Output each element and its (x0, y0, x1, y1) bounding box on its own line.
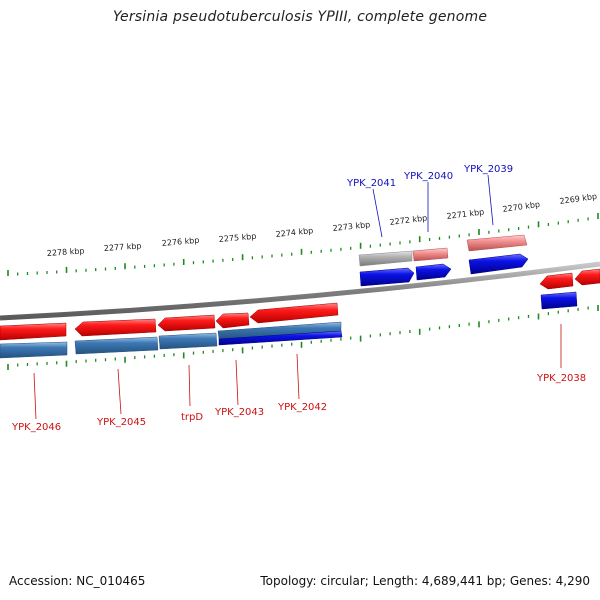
gene-ypk2038-blue[interactable] (540, 291, 578, 310)
gene-ypk2041-grey[interactable] (358, 250, 413, 267)
scale-label-2273: 2273 kbp (332, 220, 370, 233)
gene-ypk2042-red[interactable] (249, 302, 339, 324)
map-title: Yersinia pseudotuberculosis YPIII, compl… (112, 9, 488, 25)
gene-ypk2041-blue[interactable] (359, 267, 415, 287)
scale-labels: 2278 kbp 2277 kbp 2276 kbp 2275 kbp 2274… (47, 192, 598, 258)
accession-text: Accession: NC_010465 (9, 574, 146, 588)
lower-genes (0, 268, 600, 359)
scale-label-2270: 2270 kbp (502, 200, 541, 214)
leader-ypk2039 (487, 174, 494, 226)
scale-label-2272: 2272 kbp (389, 213, 428, 227)
gene-ypk2046-red[interactable] (0, 322, 67, 341)
scale-label-2278: 2278 kbp (47, 246, 85, 258)
label-ypk2040[interactable]: YPK_2040 (403, 171, 453, 182)
gene-ypk2038-red-b[interactable] (574, 268, 600, 286)
bottom-gene-labels: YPK_2046 YPK_2045 trpD YPK_2043 YPK_2042… (11, 324, 586, 433)
cds-ypk2045-steel[interactable] (74, 336, 159, 355)
genome-backbone (0, 261, 600, 321)
label-ypk2042[interactable]: YPK_2042 (277, 402, 327, 413)
top-gene-labels: YPK_2041 YPK_2040 YPK_2039 (346, 164, 513, 238)
scale-label-2277: 2277 kbp (104, 241, 142, 253)
leader-ypk2046 (33, 372, 37, 420)
label-ypk2041[interactable]: YPK_2041 (346, 178, 396, 189)
genome-summary-text: Topology: circular; Length: 4,689,441 bp… (260, 574, 590, 588)
label-ypk2038[interactable]: YPK_2038 (536, 373, 586, 384)
upper-scale-ticks (7, 213, 599, 276)
label-ypk2046[interactable]: YPK_2046 (11, 422, 61, 433)
gene-ypk2039-blue[interactable] (468, 253, 529, 275)
gene-ypk2045-red[interactable] (74, 318, 157, 337)
scale-label-2275: 2275 kbp (218, 232, 256, 244)
label-ypk2039[interactable]: YPK_2039 (463, 164, 513, 175)
gene-ypk2039-pink[interactable] (466, 234, 528, 252)
cds-trpd-steel[interactable] (158, 332, 218, 350)
leader-ypk2043 (235, 359, 239, 406)
scale-label-2271: 2271 kbp (446, 207, 485, 221)
gene-trpd-red[interactable] (157, 314, 216, 332)
gene-ypk2043-2042-blue[interactable] (218, 330, 343, 346)
leader-trpd (188, 364, 191, 407)
gene-ypk2043-red[interactable] (215, 312, 250, 329)
label-ypk2043[interactable]: YPK_2043 (214, 407, 264, 418)
leader-ypk2045 (117, 368, 122, 415)
gene-ypk2038-red-a[interactable] (539, 272, 574, 290)
label-ypk2045[interactable]: YPK_2045 (96, 417, 146, 428)
upper-genes (358, 234, 529, 287)
lower-scale-ticks (7, 305, 599, 370)
scale-label-2274: 2274 kbp (275, 226, 313, 239)
cds-ypk2046-steel[interactable] (0, 341, 68, 359)
gene-ypk2040-pink[interactable] (412, 247, 449, 262)
label-trpd[interactable]: trpD (181, 412, 203, 423)
leader-ypk2041 (372, 188, 383, 238)
leader-ypk2042 (296, 353, 300, 400)
gene-ypk2040-blue[interactable] (415, 263, 452, 281)
scale-label-2276: 2276 kbp (161, 236, 199, 248)
scale-label-2269: 2269 kbp (559, 192, 598, 206)
